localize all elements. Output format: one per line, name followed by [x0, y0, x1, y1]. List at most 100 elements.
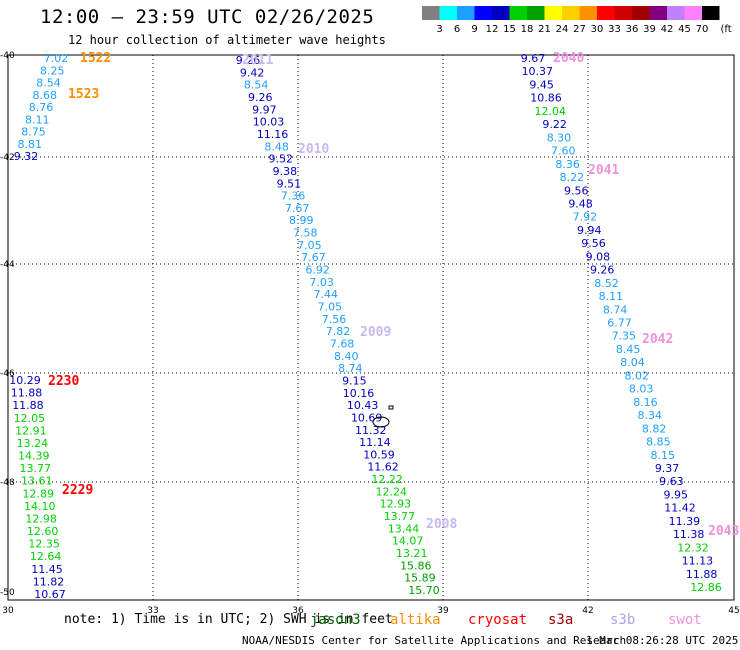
wave-height-value: 8.54 [244, 79, 269, 92]
wave-height-value: 8.81 [18, 138, 43, 151]
mission-label-jason3: jason3 [310, 612, 361, 628]
longitude-label: 42 [582, 606, 593, 616]
wave-height-value: 14.10 [24, 500, 56, 513]
wave-height-value: 12.32 [677, 541, 709, 554]
map-frame [7, 54, 735, 601]
satellite-pass: 9.269.428.549.269.9710.0311.168.489.529.… [236, 53, 458, 597]
pass-number-label: 2229 [62, 483, 93, 498]
wave-height-value: 9.26 [590, 264, 615, 277]
wave-height-value: 15.86 [400, 559, 432, 572]
satellite-pass: 10.2911.8811.8812.0512.9113.2414.3913.77… [9, 374, 93, 601]
colorbar-swatch [509, 6, 527, 20]
wave-height-value: 7.92 [573, 211, 598, 224]
colorbar-tick-label: 21 [538, 24, 551, 35]
colorbar-tick-label: 15 [503, 24, 516, 35]
wave-height-value: 9.26 [236, 54, 261, 67]
pass-number-label: 2009 [360, 325, 391, 340]
wave-height-value: 11.14 [359, 436, 391, 449]
islet-shape [388, 405, 394, 410]
wave-height-value: 8.74 [338, 362, 363, 375]
wave-height-value: 8.99 [289, 214, 314, 227]
wave-height-value: 7.03 [309, 276, 334, 289]
wave-height-value: 13.24 [17, 437, 49, 450]
wave-height-value: 8.16 [633, 396, 658, 409]
wave-height-value: 9.94 [577, 224, 602, 237]
wave-height-value: 12.89 [22, 487, 54, 500]
wave-height-value: 8.02 [625, 369, 650, 382]
colorbar-tick-label: 24 [556, 24, 569, 35]
pass-number-label: 2040 [553, 51, 584, 66]
wave-height-value: 7.68 [330, 337, 355, 350]
wave-height-value: 12.86 [690, 581, 722, 594]
wave-height-value: 9.56 [581, 237, 606, 250]
wave-height-value: 10.86 [530, 92, 562, 105]
colorbar-tick-label: 27 [573, 24, 586, 35]
wave-height-value: 13.44 [388, 522, 420, 535]
wave-height-value: 7.36 [281, 190, 306, 203]
wave-height-value: 8.68 [33, 89, 58, 102]
wave-height-value: 9.48 [568, 197, 593, 210]
pass-number-label: 2230 [48, 374, 79, 389]
wave-height-value: 7.82 [326, 325, 351, 338]
wave-height-value: 9.52 [268, 153, 293, 166]
wave-height-value: 9.37 [655, 462, 680, 475]
island-shape [372, 416, 390, 428]
wave-height-value: 7.58 [293, 227, 318, 240]
wave-height-value: 15.70 [408, 584, 440, 597]
wave-height-value: 7.67 [285, 202, 310, 215]
wave-height-value: 8.11 [599, 290, 624, 303]
wave-height-value: 14.39 [18, 450, 50, 463]
pass-number-label: 2043 [708, 524, 739, 539]
colorbar-unit: (ft) [721, 24, 733, 35]
wave-height-value: 11.16 [257, 128, 289, 141]
wave-height-value: 12.64 [30, 550, 62, 563]
colorbar-swatch [649, 6, 667, 20]
latitude-label: -44 [0, 260, 15, 270]
pass-number-label: 2010 [298, 142, 329, 157]
wave-height-value: 8.54 [36, 77, 61, 90]
map-title: 12:00 — 23:59 UTC 02/26/2025 [40, 6, 375, 28]
colorbar-swatch [632, 6, 650, 20]
colorbar-swatch [439, 6, 457, 20]
wave-height-value: 11.88 [686, 568, 718, 581]
wave-height-value: 11.45 [31, 563, 63, 576]
wave-height-value: 11.39 [669, 515, 701, 528]
wave-height-value: 14.07 [392, 535, 424, 548]
colorbar-swatch [474, 6, 492, 20]
colorbar-tick-label: 36 [626, 24, 639, 35]
map-grid [7, 54, 735, 601]
mission-label-s3b: s3b [610, 612, 636, 628]
wave-height-value: 8.25 [40, 64, 65, 77]
wave-height-value: 12.35 [28, 538, 60, 551]
pass-number-label: 2008 [426, 517, 457, 532]
wave-height-value: 8.45 [616, 343, 641, 356]
latitude-label: -48 [0, 478, 15, 488]
wave-height-value: 8.75 [21, 126, 46, 139]
colorbar-swatch [422, 6, 440, 20]
wave-height-value: 11.42 [664, 502, 696, 515]
wave-height-value: 10.69 [351, 411, 383, 424]
wave-height-value: 15.89 [404, 572, 436, 585]
wave-height-value: 11.88 [11, 387, 43, 400]
wave-height-value: 7.60 [551, 145, 576, 158]
axis-labels: 30 33 36 39 42 45 -40 -42 -44 -46 -48 -50 [0, 51, 740, 616]
longitude-label: 30 [2, 606, 14, 616]
footer-timestamp: 1 Mar 08:26:28 UTC 2025 [586, 634, 739, 647]
pass-number-label: 1523 [68, 87, 99, 102]
colorbar-tick-label: 45 [678, 24, 691, 35]
wave-height-value: 11.82 [33, 575, 65, 588]
longitude-label: 45 [728, 606, 739, 616]
wave-height-value: 13.77 [20, 462, 52, 475]
colorbar-tick-label: 33 [608, 24, 621, 35]
wave-height-value: 9.97 [252, 103, 277, 116]
wave-height-value: 12.04 [535, 105, 567, 118]
colorbar-swatch [492, 6, 510, 20]
colorbar-tick-label: 18 [521, 24, 534, 35]
satellite-tracks: 7.028.258.548.688.768.118.758.819.321522… [9, 51, 739, 601]
wave-height-value: 13.77 [384, 510, 416, 523]
wave-height-value: 9.15 [342, 374, 367, 387]
wave-height-value: 7.44 [314, 288, 339, 301]
wave-height-value: 11.13 [682, 555, 714, 568]
